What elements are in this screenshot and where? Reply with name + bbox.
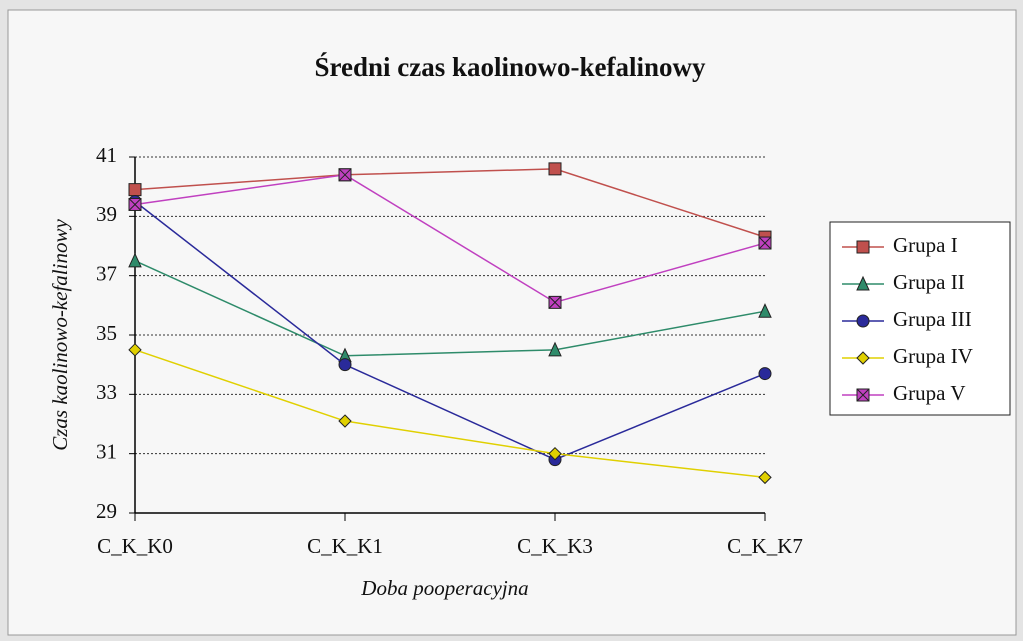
data-point [548,295,562,309]
legend-marker [856,240,870,254]
legend-marker [856,351,870,365]
data-point [338,414,352,428]
legend-label: Grupa II [893,270,965,294]
data-point [548,341,562,357]
data-point-cross [338,168,352,182]
series-line [134,260,766,357]
data-point [128,197,142,211]
y-tick-label: 29 [96,499,117,523]
y-tick-label: 39 [96,202,117,226]
y-tick-label: 41 [96,143,117,167]
series-line [134,174,766,304]
data-point [128,252,142,268]
legend-marker-cross [856,388,870,402]
legend-marker [856,388,870,402]
y-axis-title: Czas kaolinowo-kefalinowy [48,219,72,451]
series-line [134,200,766,461]
x-tick-label: C_K_K0 [97,534,173,558]
series-line [134,349,766,479]
legend-label: Grupa V [893,381,966,405]
data-point-cross [548,296,562,309]
data-point [338,168,352,182]
x-tick-label: C_K_K3 [517,534,593,558]
data-point [758,303,772,318]
series-line [134,168,766,238]
data-point [128,343,142,357]
data-point [758,470,772,485]
legend-marker [856,275,870,291]
y-tick-label: 31 [96,439,117,463]
y-tick-label: 33 [96,380,117,404]
data-point [338,358,352,372]
x-tick-label: C_K_K1 [307,534,383,558]
legend-label: Grupa I [893,233,958,257]
x-tick-label: C_K_K7 [727,534,803,558]
legend-label: Grupa III [893,307,972,331]
data-point [548,446,562,461]
data-point [758,367,772,381]
y-tick-label: 35 [96,321,117,345]
data-point-cross [128,198,142,211]
data-point-cross [758,236,772,250]
legend-label: Grupa IV [893,344,973,368]
data-point [128,183,142,197]
chart-title: Średni czas kaolinowo-kefalinowy [314,52,706,82]
y-tick-label: 37 [96,261,117,285]
data-point [758,236,772,250]
data-point [548,162,562,176]
legend-marker [856,314,870,328]
x-axis-title: Doba pooperacyjna [360,576,528,600]
